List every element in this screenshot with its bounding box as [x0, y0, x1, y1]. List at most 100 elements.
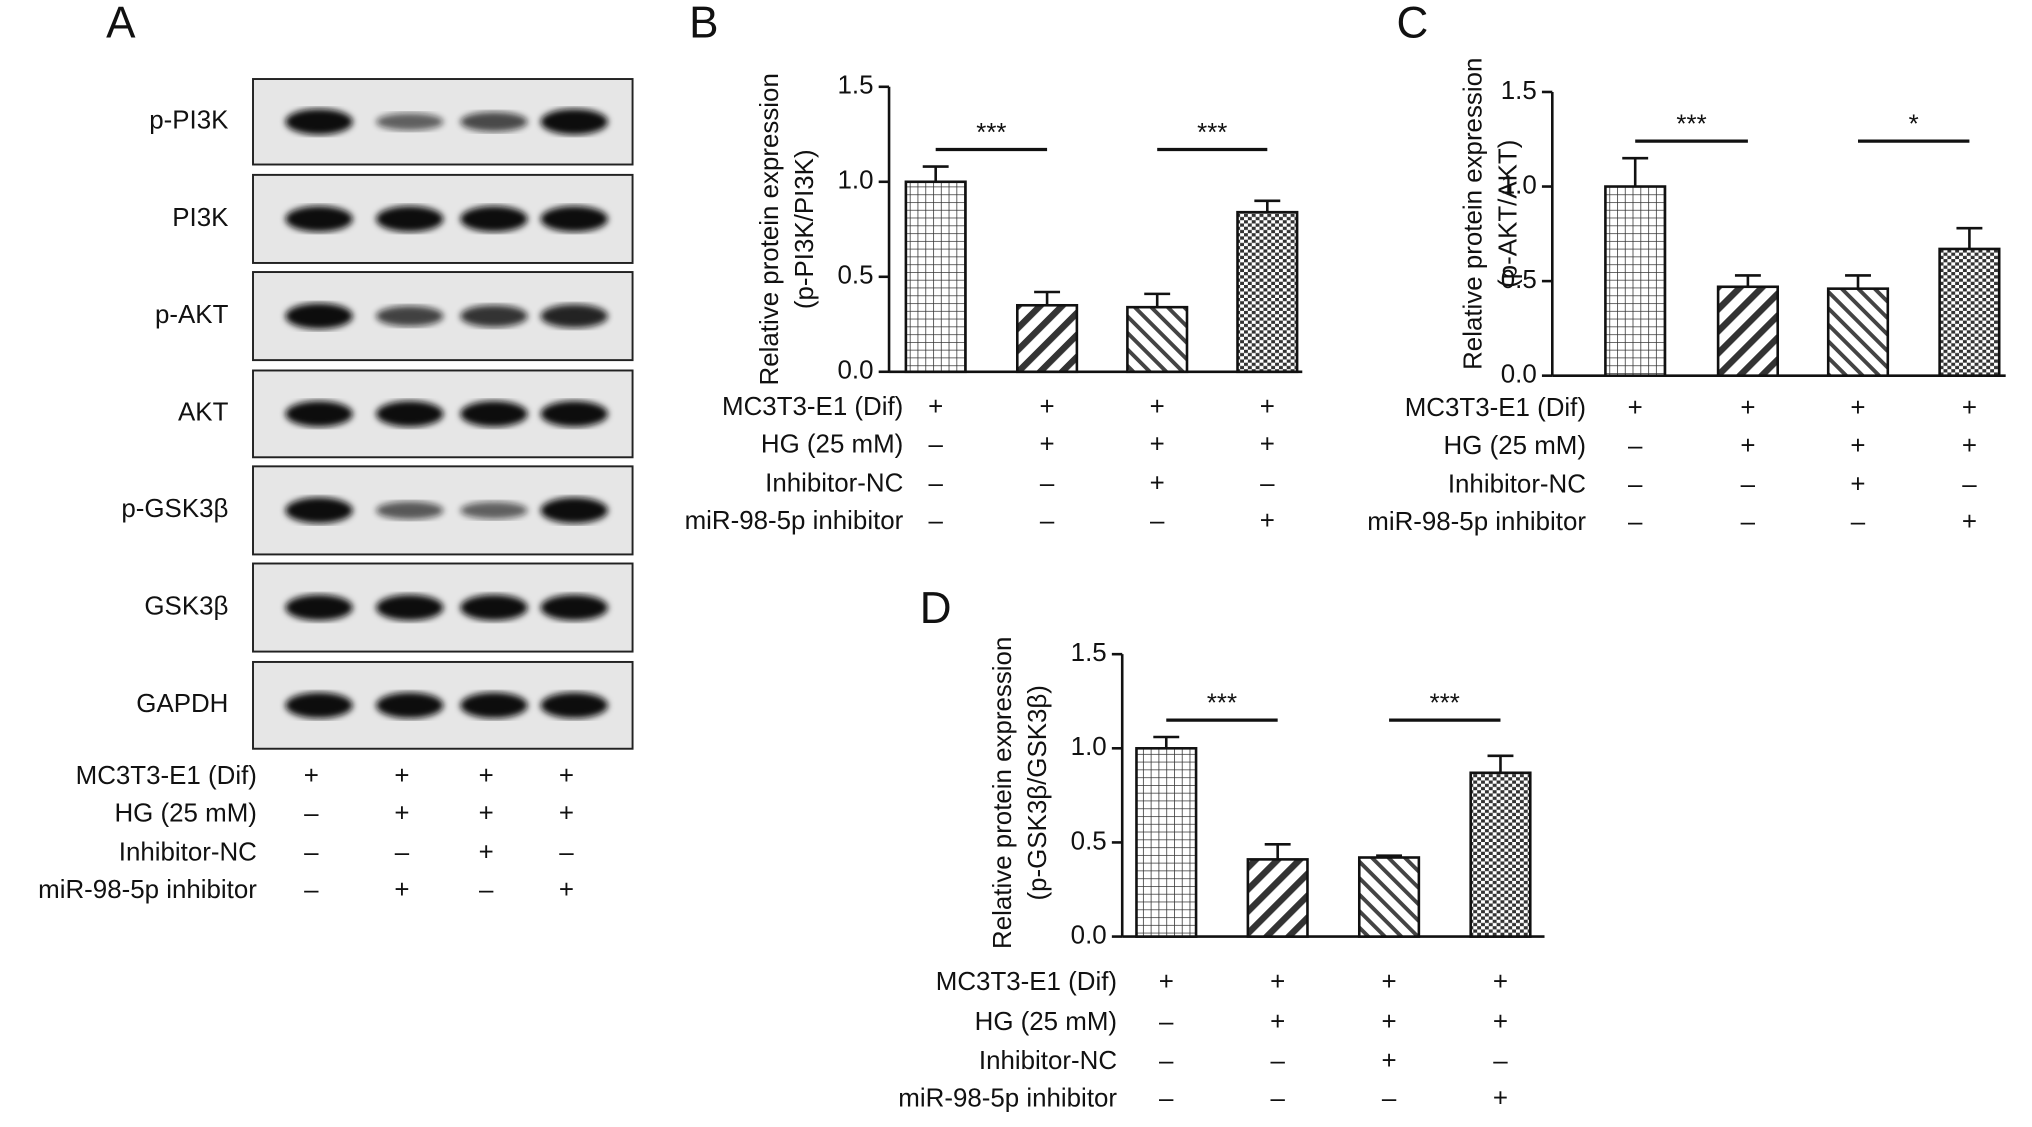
- error-bar: [1264, 843, 1291, 860]
- bar: [1236, 210, 1299, 374]
- condition-sign: –: [395, 839, 410, 867]
- blot-band: [460, 692, 528, 719]
- bar: [1938, 247, 2001, 377]
- condition-sign: –: [1159, 1085, 1174, 1113]
- blot-band: [460, 111, 528, 132]
- condition-label: Inhibitor-NC: [119, 839, 257, 867]
- y-tick-label: 1.5: [1501, 77, 1537, 105]
- blot-band: [376, 205, 444, 232]
- blot-band: [376, 692, 444, 719]
- condition-sign: +: [1159, 968, 1174, 996]
- significance-label: ***: [1207, 689, 1237, 717]
- bar: [1357, 856, 1421, 938]
- y-tick-label: 0.5: [1071, 827, 1107, 855]
- condition-label: Inhibitor-NC: [765, 469, 903, 497]
- panel-letter: A: [106, 0, 136, 48]
- condition-sign: +: [1040, 393, 1055, 421]
- condition-label: miR-98-5p inhibitor: [685, 507, 904, 535]
- blot-band: [376, 400, 444, 427]
- condition-label: MC3T3-E1 (Dif): [76, 762, 257, 790]
- error-bar: [922, 165, 949, 182]
- condition-sign: –: [1270, 1047, 1285, 1075]
- blot-row-label: p-GSK3β: [121, 495, 228, 523]
- blot-band: [285, 108, 353, 135]
- bar: [1246, 858, 1309, 938]
- blot-band: [540, 304, 608, 328]
- condition-sign: +: [1150, 469, 1165, 497]
- y-tick-label: 1.0: [838, 167, 874, 195]
- y-tick-label: 1.5: [838, 72, 874, 100]
- condition-sign: +: [479, 839, 494, 867]
- condition-sign: –: [1382, 1085, 1397, 1113]
- bar: [1135, 747, 1198, 938]
- condition-sign: –: [304, 800, 319, 828]
- significance-label: ***: [1197, 119, 1227, 147]
- condition-label: HG (25 mM): [114, 800, 256, 828]
- condition-sign: –: [304, 839, 319, 867]
- error-bar: [1254, 199, 1281, 213]
- condition-sign: +: [1260, 430, 1275, 458]
- significance-label: ***: [1430, 689, 1460, 717]
- condition-sign: +: [394, 762, 409, 790]
- y-tick-label: 0.5: [838, 262, 874, 290]
- condition-sign: +: [479, 800, 494, 828]
- condition-sign: –: [1493, 1047, 1508, 1075]
- condition-label: HG (25 mM): [1444, 432, 1586, 460]
- y-tick-label: 1.5: [1071, 639, 1107, 667]
- condition-sign: –: [559, 839, 574, 867]
- condition-sign: +: [479, 762, 494, 790]
- condition-sign: –: [1150, 507, 1165, 535]
- condition-sign: +: [1382, 1047, 1397, 1075]
- blot-band: [540, 400, 608, 427]
- condition-sign: +: [1040, 430, 1055, 458]
- bar: [1716, 285, 1779, 377]
- error-bar: [1622, 156, 1649, 187]
- significance-label: ***: [976, 119, 1006, 147]
- condition-label: MC3T3-E1 (Dif): [936, 968, 1117, 996]
- condition-sign: +: [928, 393, 943, 421]
- blot-band: [460, 305, 528, 328]
- significance-label: *: [1909, 110, 1919, 138]
- bar: [1604, 185, 1667, 377]
- condition-sign: –: [1628, 471, 1643, 499]
- bar: [1016, 303, 1079, 374]
- blot-row-label: AKT: [178, 399, 229, 427]
- blot-band: [460, 501, 528, 520]
- condition-sign: +: [394, 876, 409, 904]
- condition-label: miR-98-5p inhibitor: [1367, 508, 1586, 536]
- condition-sign: +: [1493, 1008, 1508, 1036]
- blot-band: [285, 594, 353, 621]
- blot-band: [376, 305, 444, 327]
- bar: [1126, 305, 1189, 374]
- condition-label: Inhibitor-NC: [1448, 471, 1586, 499]
- error-bar: [1376, 854, 1403, 858]
- condition-sign: +: [1382, 1008, 1397, 1036]
- condition-sign: +: [1628, 394, 1643, 422]
- y-axis-label: (p-AKT/AKT): [1494, 140, 1522, 288]
- y-tick-label: 1.0: [1071, 733, 1107, 761]
- blot-band: [285, 303, 353, 330]
- blot-band: [540, 692, 608, 719]
- blot-band: [285, 497, 353, 524]
- condition-sign: +: [559, 762, 574, 790]
- blot-band: [460, 400, 528, 427]
- blot-row-label: GSK3β: [144, 592, 228, 620]
- condition-label: HG (25 mM): [761, 430, 903, 458]
- condition-sign: –: [1741, 508, 1756, 536]
- error-bar: [1153, 735, 1180, 749]
- blot-band: [376, 113, 444, 131]
- condition-sign: +: [1962, 432, 1977, 460]
- y-tick-label: 0.0: [838, 357, 874, 385]
- condition-sign: +: [559, 800, 574, 828]
- condition-sign: –: [1040, 469, 1055, 497]
- blot-band: [376, 501, 444, 520]
- bar: [1469, 771, 1532, 938]
- y-axis-label: (p-PI3K/PI3K): [791, 149, 819, 309]
- condition-label: HG (25 mM): [975, 1008, 1117, 1036]
- error-bar: [1487, 754, 1514, 773]
- blot-band: [460, 594, 528, 621]
- condition-label: miR-98-5p inhibitor: [38, 876, 257, 904]
- condition-label: MC3T3-E1 (Dif): [1405, 394, 1586, 422]
- condition-sign: –: [1159, 1008, 1174, 1036]
